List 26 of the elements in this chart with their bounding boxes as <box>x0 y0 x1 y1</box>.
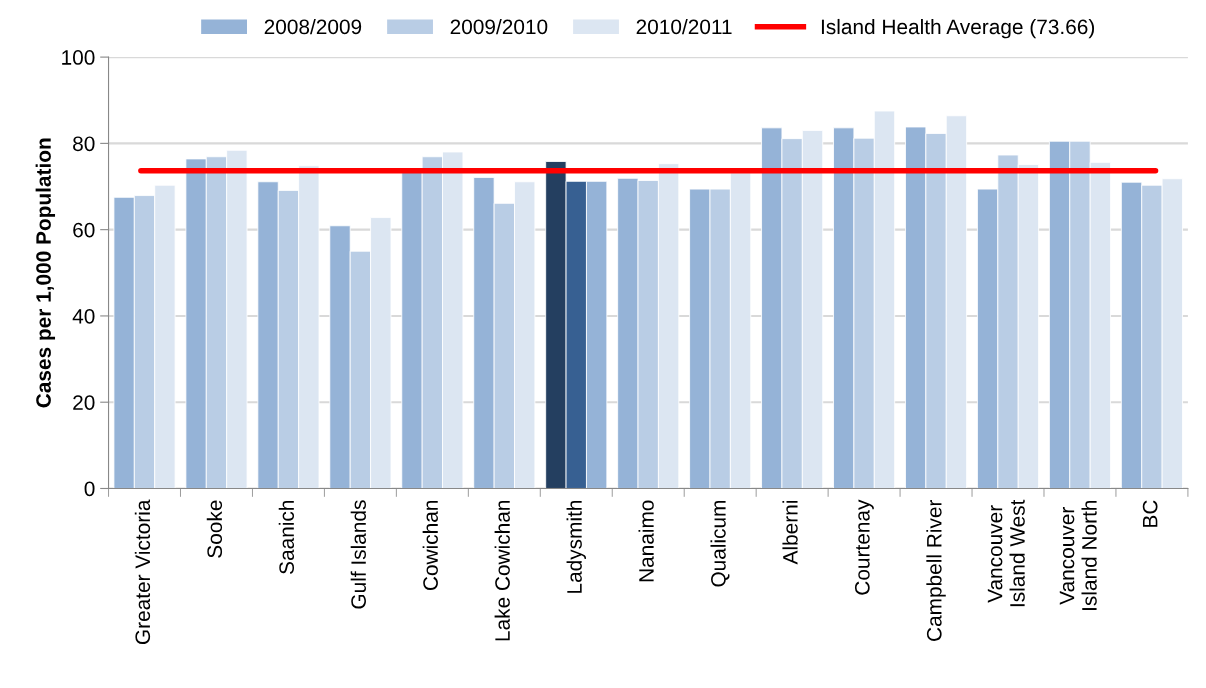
y-axis-title: Cases per 1,000 Population <box>35 138 56 408</box>
x-tick-label: Ladysmith <box>566 500 586 593</box>
x-tick-label: Sooke <box>206 500 223 558</box>
y-tick-label: 60 <box>73 222 95 238</box>
x-tick-label: Gulf Islands <box>350 500 366 609</box>
legend-label: 2008/2009 <box>264 18 362 35</box>
x-tick-label: Campbell River <box>926 499 946 641</box>
x-tick-label: BC <box>1142 500 1158 527</box>
y-tick-label: 0 <box>84 481 95 497</box>
x-tick-label: Vancouver Island North <box>1059 500 1097 610</box>
x-tick-label: Vancouver Island West <box>987 499 1025 607</box>
y-tick-label: 100 <box>62 50 95 65</box>
y-tick-label: 20 <box>73 395 95 410</box>
x-tick-label: Cowichan <box>422 500 438 591</box>
legend-label: 2010/2011 <box>636 18 732 35</box>
y-tick-label: 80 <box>73 136 95 152</box>
y-tick-label: 40 <box>72 308 95 324</box>
x-tick-label: Qualicum <box>710 500 730 587</box>
x-tick-label: Saanich <box>278 500 295 574</box>
x-tick-label: Courtenay <box>854 499 874 595</box>
legend-label: 2009/2010 <box>450 18 548 35</box>
x-tick-label: Greater Victoria <box>134 499 151 645</box>
legend-label: Island Health Average (73.66) <box>821 18 1095 39</box>
x-tick-label: Alberni <box>782 500 798 565</box>
x-tick-label: Nanaimo <box>638 500 654 582</box>
x-tick-label: Lake Cowichan <box>494 500 510 641</box>
